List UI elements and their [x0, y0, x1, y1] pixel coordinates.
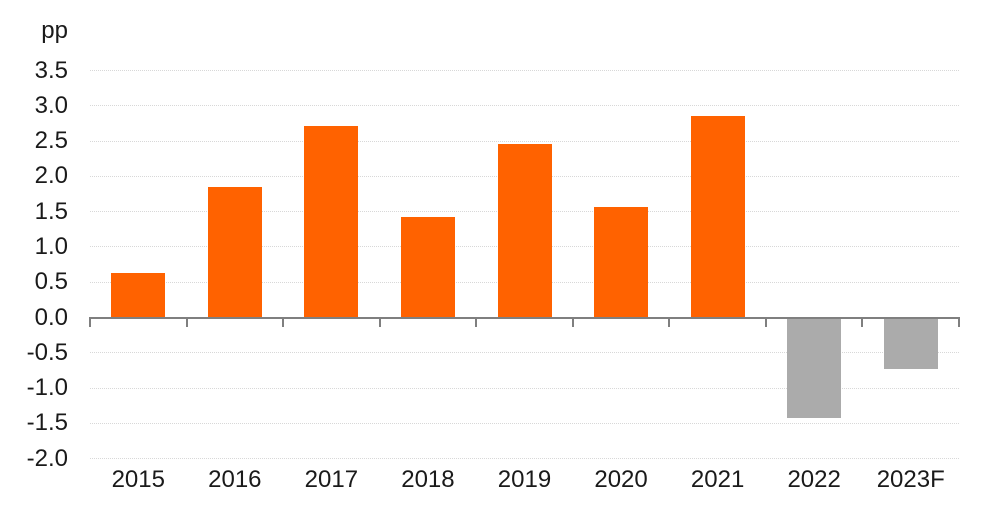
bar-2020 — [594, 207, 649, 318]
x-axis-tick — [378, 317, 381, 327]
gridline — [90, 105, 959, 107]
bar-2021 — [690, 115, 745, 318]
bar-2018 — [400, 217, 455, 318]
x-tick-label: 2017 — [304, 466, 359, 493]
y-tick-label: -1.0 — [26, 374, 68, 402]
x-tick-label: 2022 — [787, 466, 841, 493]
x-axis-tick — [668, 317, 671, 327]
x-tick-label: 2021 — [690, 466, 745, 493]
y-tick-label: 2.5 — [34, 127, 68, 155]
x-axis-line — [89, 316, 960, 319]
y-tick-label: -1.5 — [26, 409, 68, 437]
x-tick-label: 2019 — [497, 466, 552, 493]
y-axis-unit-label: pp — [41, 17, 68, 44]
x-axis-tick — [185, 317, 188, 327]
bar-2017 — [304, 125, 359, 318]
y-tick-label: 3.5 — [34, 56, 68, 84]
x-axis-tick — [861, 317, 864, 327]
x-axis-tick — [89, 317, 91, 327]
y-tick-label: 3.0 — [34, 91, 68, 119]
x-axis-tick — [571, 317, 574, 327]
y-tick-label: -2.0 — [26, 444, 68, 472]
y-tick-label: 1.5 — [34, 197, 68, 225]
x-tick-label: 2020 — [594, 466, 648, 493]
y-tick-label: 0.5 — [34, 268, 68, 296]
gridline — [90, 70, 959, 72]
x-axis-tick — [475, 317, 478, 327]
y-tick-label: -0.5 — [26, 338, 68, 366]
gridline — [90, 352, 959, 354]
gridline — [90, 140, 959, 142]
x-tick-label: 2018 — [401, 466, 455, 493]
y-tick-label: 1.0 — [34, 232, 68, 260]
x-tick-label: 2023F — [876, 466, 945, 493]
x-tick-label: 2016 — [208, 466, 262, 493]
gridline — [90, 422, 959, 424]
bar-2016 — [207, 186, 262, 318]
gridline — [90, 387, 959, 389]
bar-2019 — [497, 143, 552, 318]
x-axis-tick — [958, 317, 960, 327]
gridline — [90, 458, 959, 460]
bar-2022 — [787, 318, 842, 418]
bar-2015 — [111, 273, 166, 318]
x-axis-tick — [282, 317, 285, 327]
bar-2023F — [883, 318, 938, 369]
y-tick-label: 2.0 — [34, 162, 68, 190]
x-tick-label: 2015 — [111, 466, 165, 493]
y-tick-label: 0.0 — [34, 303, 68, 331]
x-axis-tick — [764, 317, 767, 327]
